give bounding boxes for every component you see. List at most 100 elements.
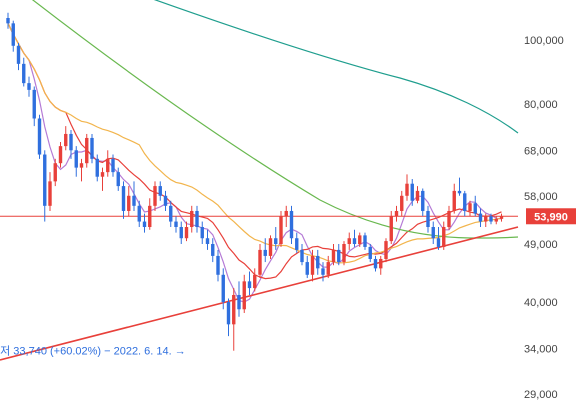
candle-body [305, 262, 309, 275]
candle-body [190, 210, 194, 228]
candle-body [379, 258, 383, 269]
candle-body [64, 133, 68, 147]
candle-body [179, 227, 183, 239]
candle-body [174, 221, 178, 228]
candle-body [85, 137, 89, 164]
candle-body [431, 227, 435, 239]
candle-body [221, 274, 225, 303]
candle-body [79, 163, 84, 168]
low-price-annotation: 최저 33,740 (+60.02%) − 2022. 6. 14. → [0, 345, 186, 358]
candle-body [489, 216, 493, 222]
candle-body [363, 235, 367, 247]
candle-body [74, 150, 78, 168]
annotations: 53,990 최저 33,740 (+60.02%) − 2022. 6. 14.… [0, 208, 576, 358]
candle-body [127, 195, 131, 211]
candle-body [200, 227, 204, 239]
candle-body [137, 205, 141, 222]
candle-body [457, 190, 462, 194]
candle-body [58, 146, 63, 164]
current-price-label: 53,990 [534, 211, 568, 223]
candle-body [22, 63, 26, 84]
candle-body [326, 262, 330, 275]
y-tick-label: 80,000 [524, 99, 558, 111]
current-price-tag [526, 208, 576, 225]
y-tick-label: 68,000 [524, 145, 558, 157]
candle-body [358, 235, 362, 245]
candle-body [253, 274, 257, 289]
candle-body [342, 244, 346, 263]
candle-body [163, 195, 168, 206]
candle-body [368, 246, 372, 259]
y-tick-label: 49,000 [524, 239, 558, 251]
candle-body [226, 302, 231, 325]
candle-body [295, 238, 299, 250]
candle-body [27, 83, 31, 90]
candle-body [426, 210, 430, 228]
candle-body [95, 158, 99, 177]
y-tick-label: 100,000 [524, 35, 564, 47]
candle-body [499, 216, 504, 219]
candle-body [205, 238, 210, 245]
candle-body [321, 268, 325, 275]
candle-body [211, 244, 215, 256]
y-tick-label: 34,000 [524, 344, 558, 356]
candle-body [410, 183, 414, 201]
candle-body [352, 238, 357, 245]
candle-body [195, 210, 199, 228]
candle-body [389, 216, 393, 242]
candle-body [111, 158, 115, 173]
candle-body [11, 23, 15, 46]
candle-body [421, 190, 425, 211]
candle-body [405, 183, 409, 196]
candle-body [436, 238, 441, 247]
candle-body [116, 172, 120, 187]
candle-body [184, 227, 189, 239]
candle-body [53, 163, 57, 182]
candle-body [289, 210, 294, 239]
candle-body [478, 213, 483, 222]
candle-body [32, 89, 36, 119]
candle-body [100, 172, 105, 177]
candle-body [106, 158, 110, 173]
candle-body [148, 205, 152, 228]
candle-body [300, 249, 304, 263]
candle-body [415, 190, 420, 201]
candle-body [347, 238, 351, 245]
candle-body [316, 255, 320, 269]
candlestick-series [6, 12, 504, 351]
candle-body [337, 249, 341, 263]
candle-body [16, 45, 21, 64]
candle-body [484, 216, 488, 222]
ma5-line [7, 23, 502, 303]
candle-body [169, 205, 173, 222]
candle-body [90, 137, 94, 159]
candle-body [48, 181, 52, 206]
candle-body [384, 241, 388, 259]
ma60-line [7, 23, 502, 264]
candle-body [258, 249, 262, 275]
candle-body [268, 238, 273, 256]
candle-body [232, 294, 236, 325]
moving-average-lines [7, 0, 519, 303]
candle-body [284, 210, 288, 217]
candle-body [494, 218, 498, 222]
y-axis: 100,000 80,000 68,000 58,000 49,000 40,000 34,… [524, 35, 564, 401]
y-tick-label: 58,000 [524, 191, 558, 203]
candle-body [263, 249, 267, 256]
candle-body [310, 255, 315, 275]
candle-body [216, 255, 220, 275]
candle-body [37, 118, 42, 155]
candle-body [452, 190, 456, 211]
ma20-line [7, 23, 502, 280]
candle-body [274, 238, 278, 245]
candle-body [43, 154, 47, 206]
candle-body [373, 258, 378, 269]
ma240-line [153, 0, 519, 134]
candle-body [142, 221, 147, 228]
candle-body [242, 281, 246, 310]
ma120-line [31, 0, 519, 239]
candle-body [279, 216, 283, 245]
candle-body [237, 294, 241, 310]
